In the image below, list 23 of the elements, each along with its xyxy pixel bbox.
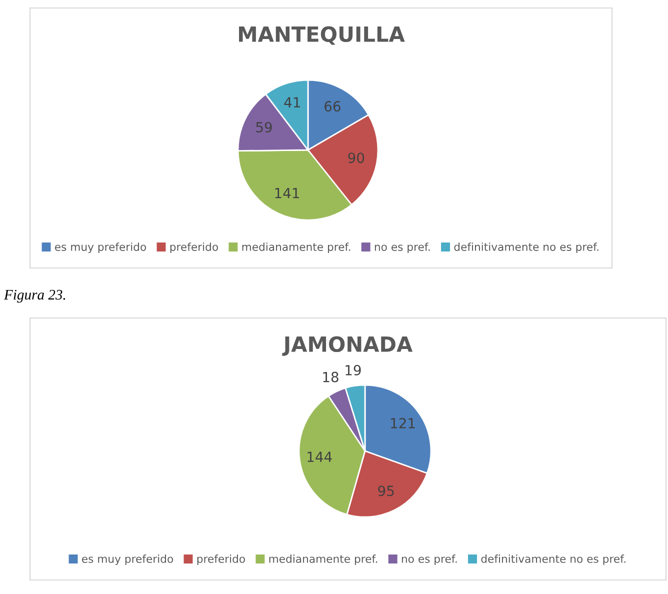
legend-label: medianamente pref.: [242, 242, 350, 254]
legend-label: no es pref.: [402, 554, 457, 566]
legend-label: es muy preferido: [82, 554, 174, 566]
data-label: 59: [256, 122, 272, 132]
legend-label: medianamente pref.: [269, 554, 378, 566]
legend-label: no es pref.: [374, 242, 430, 254]
text: Figura 23.: [4, 290, 66, 303]
chart-title: MANTEQUILLA: [239, 26, 405, 45]
legend-label: es muy preferido: [54, 242, 146, 254]
data-label: 66: [324, 101, 340, 112]
legend-label: definitivamente no es pref.: [481, 554, 626, 566]
data-label: 41: [284, 97, 300, 108]
data-label: 90: [348, 152, 364, 164]
data-label: 19: [346, 364, 361, 376]
data-label: 95: [378, 486, 394, 496]
data-label: 141: [275, 188, 299, 198]
legend-label: definitivamente no es pref.: [454, 242, 598, 254]
data-label: 144: [308, 452, 332, 462]
legend-label: preferido: [170, 242, 218, 254]
data-label: 18: [323, 372, 338, 382]
legend-label: preferido: [197, 554, 245, 566]
chart-title: JAMONADA: [282, 336, 413, 356]
data-label: 121: [391, 418, 415, 428]
